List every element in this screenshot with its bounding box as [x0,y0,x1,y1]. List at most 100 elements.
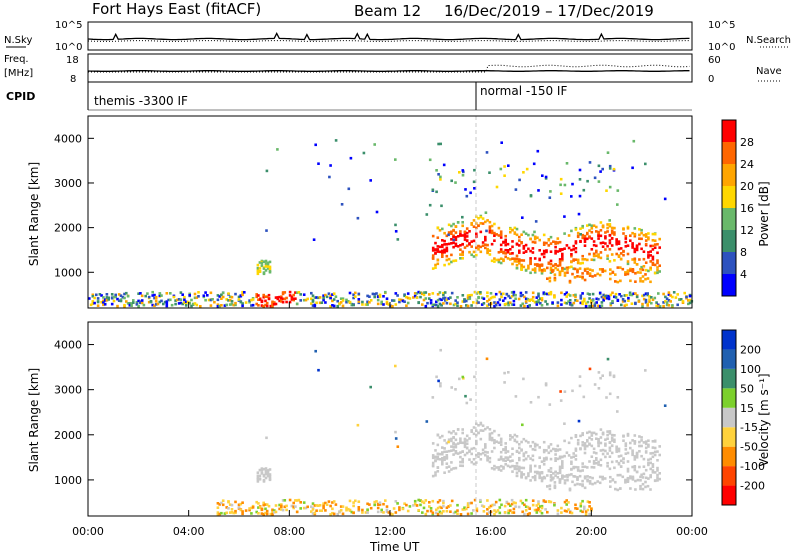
power-cell [632,292,635,295]
power-cell [426,301,429,305]
velocity-cell [560,506,563,510]
velocity-cell [266,469,270,472]
velocity-cell [220,511,223,515]
power-cell [440,298,443,302]
power-cell [218,304,221,308]
power-cell [463,238,467,241]
power-cell [479,222,483,225]
power-cell [644,268,648,272]
velocity-cell [241,510,244,513]
colorbar-tick-label: -200 [740,480,765,493]
velocity-cell [626,432,630,436]
power-cell [647,237,650,241]
power-cell [130,302,133,305]
power-cell [611,271,615,274]
power-cell [341,297,345,300]
power-cell [271,300,274,304]
velocity-cell [604,449,607,453]
power-cell [479,291,482,294]
power-cell [554,252,557,255]
velocity-cell [642,457,646,461]
power-cell [586,270,589,274]
power-cell [220,293,223,297]
velocity-cell [577,419,581,423]
power-cell [570,303,574,307]
power-cell [628,293,632,297]
power-cell [627,299,630,302]
power-cell [558,240,562,244]
velocity-cell [578,483,582,486]
power-cell [616,203,619,206]
velocity-cell [394,511,398,514]
power-cell [623,299,627,303]
power-cell [646,293,649,297]
power-cell [472,250,476,254]
velocity-cell [396,445,400,448]
velocity-cell [310,505,313,508]
power-cell [613,259,616,262]
power-cell [556,250,560,253]
velocity-cell [264,471,268,474]
power-cell [128,304,132,307]
velocity-cell [361,508,364,512]
power-cell [140,299,144,302]
velocity-cell [292,505,295,508]
power-cell [551,301,554,304]
velocity-cell [523,503,526,507]
power-cell [507,301,510,304]
power-cell [609,303,613,307]
velocity-cell [248,507,251,510]
velocity-cell [218,512,221,516]
power-cell [658,305,662,308]
velocity-cell [415,504,419,507]
velocity-cell [456,442,460,445]
power-cell [468,242,471,245]
velocity-cell [221,499,225,502]
power-cell [481,244,485,247]
power-cell [604,235,607,238]
power-cell [570,229,573,233]
power-cell [635,295,639,299]
freq-tick-bottom: 8 [70,74,76,85]
velocity-cell [258,506,262,509]
power-cell [509,227,512,231]
velocity-cell [608,373,612,377]
power-cell [625,303,628,307]
velocity-cell [590,455,594,458]
power-cell [184,304,188,307]
power-cell [434,263,437,267]
power-cell [436,293,440,296]
power-cell [503,174,506,177]
power-cell [583,244,587,247]
power-cell [290,295,294,298]
power-cell [406,301,410,305]
power-cell [256,266,260,270]
power-cell [458,171,461,174]
velocity-cell [584,512,588,516]
power-cell [428,158,432,162]
velocity-cell [391,512,394,516]
velocity-cell [606,437,609,440]
velocity-cell [570,436,573,440]
power-cell [581,302,584,306]
velocity-cell [622,435,625,438]
velocity-cell [581,441,584,444]
power-cell [549,262,553,266]
velocity-cell [651,471,655,474]
velocity-cell [529,444,532,448]
power-cell [638,258,641,261]
velocity-cell [556,476,560,479]
velocity-cell [459,451,462,454]
velocity-cell [428,505,431,508]
power-cell [653,296,657,300]
power-cell [639,277,642,280]
velocity-cell [336,512,339,516]
power-cell [641,302,644,306]
power-cell [499,243,503,247]
power-cell [518,259,521,263]
velocity-cell [431,442,435,445]
velocity-cell [524,451,528,454]
power-cell [576,275,579,278]
power-cell [599,221,603,224]
velocity-cell [649,475,652,479]
